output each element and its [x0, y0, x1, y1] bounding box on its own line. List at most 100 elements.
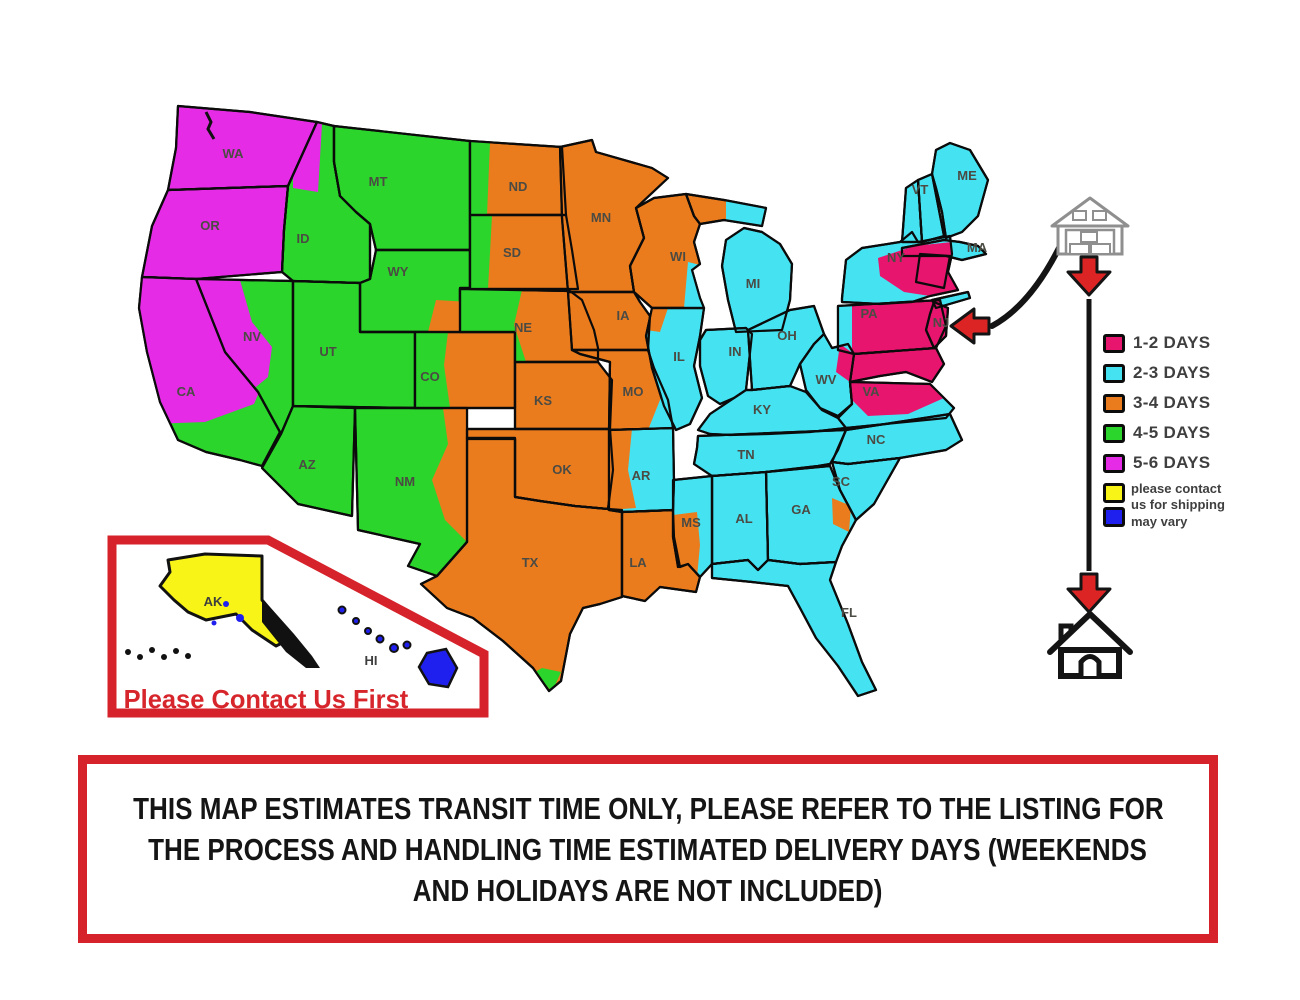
state-label-ne: NE — [514, 320, 532, 335]
state-label-ut: UT — [319, 344, 336, 359]
state-label-wi: WI — [670, 249, 686, 264]
state-border-mi — [720, 226, 794, 334]
state-border-il — [644, 306, 706, 432]
state-label-id: ID — [297, 231, 310, 246]
aleutian-island-dot — [149, 647, 155, 653]
zone-patch-pa_w — [838, 305, 852, 352]
puget-sound-detail — [204, 111, 216, 140]
state-label-or: OR — [200, 218, 220, 233]
alaska-panhandle — [262, 598, 320, 668]
hawaii-island-dot — [402, 640, 412, 650]
state-label-nv: NV — [243, 329, 261, 344]
state-label-ky: KY — [753, 402, 771, 417]
state-border-me — [930, 141, 990, 240]
down-arrow-icon — [1066, 572, 1112, 614]
disclaimer-line: THE PROCESS AND HANDLING TIME ESTIMATED … — [148, 831, 1148, 867]
state-label-nd: ND — [509, 179, 528, 194]
state-label-il: IL — [673, 349, 685, 364]
alaska-lake-dot — [236, 614, 244, 622]
state-label-in: IN — [729, 344, 742, 359]
state-label-ny: NY — [887, 250, 905, 265]
zone-patch-ga_c — [832, 498, 851, 532]
state-label-la: LA — [629, 555, 647, 570]
state-label-ma: MA — [967, 240, 988, 255]
state-ks — [513, 360, 614, 431]
state-label-wa: WA — [223, 146, 245, 161]
zone-patch-nv_w — [196, 279, 272, 392]
state-label-nm: NM — [395, 474, 415, 489]
route-curve-to-nj — [989, 243, 1063, 329]
aleutian-island-dot — [125, 649, 131, 655]
disclaimer-box: THIS MAP ESTIMATES TRANSIT TIME ONLY, PL… — [78, 755, 1218, 943]
state-label-vt: VT — [912, 182, 929, 197]
state-label-az: AZ — [298, 457, 315, 472]
hawaii-island-dot — [352, 617, 360, 625]
state-label-ia: IA — [617, 308, 631, 323]
hawaii-island-dot — [337, 605, 347, 615]
state-border-tx — [419, 436, 624, 693]
state-border-miup — [684, 192, 768, 228]
state-label-al: AL — [735, 511, 752, 526]
state-label-oh: OH — [777, 328, 797, 343]
state-label-tn: TN — [737, 447, 754, 462]
state-ia — [566, 290, 652, 352]
aleutian-island-dot — [161, 654, 167, 660]
zone-patch-va_n — [850, 382, 944, 416]
state-label-sd: SD — [503, 245, 521, 260]
state-border-ms — [671, 474, 714, 579]
state-label-sc: SC — [832, 474, 851, 489]
alaska-label: AK — [204, 594, 223, 609]
zone-patch-ca_n — [139, 277, 260, 424]
zone-patch-sd_w — [470, 215, 492, 289]
zone-patch-nm_e — [432, 408, 467, 542]
alaska-shape — [158, 552, 294, 648]
hawaii-island-dot — [389, 643, 399, 653]
alaska-lake-dot — [211, 620, 217, 626]
state-label-nc: NC — [867, 432, 886, 447]
state-label-ga: GA — [791, 502, 811, 517]
state-label-wy: WY — [388, 264, 409, 279]
state-label-va: VA — [862, 384, 880, 399]
state-label-tx: TX — [522, 555, 539, 570]
state-border-ar — [607, 426, 676, 514]
state-border-mdde — [848, 346, 946, 384]
state-label-mn: MN — [591, 210, 611, 225]
state-border-ma — [900, 238, 988, 262]
zone-patch-co_w — [415, 332, 450, 408]
state-label-ks: KS — [534, 393, 552, 408]
state-label-mo: MO — [623, 384, 644, 399]
inset-note: Please Contact Us First — [123, 684, 409, 714]
state-label-ok: OK — [552, 462, 572, 477]
state-border-fl — [710, 558, 878, 698]
state-border-sd — [468, 213, 580, 291]
route-annotation — [949, 196, 1133, 679]
state-border-va — [836, 380, 956, 430]
state-label-wv: WV — [816, 372, 837, 387]
state-border-ne — [458, 287, 600, 364]
state-label-pa: PA — [860, 306, 878, 321]
alaska-hawaii-inset: AK HI — [107, 535, 489, 718]
house-icon — [1047, 611, 1133, 679]
aleutian-island-dot — [185, 653, 191, 659]
disclaimer-line: THIS MAP ESTIMATES TRANSIT TIME ONLY, PL… — [132, 790, 1164, 826]
state-label-mi: MI — [746, 276, 760, 291]
zone-patch-nd_w — [470, 141, 490, 215]
aleutian-island-dot — [173, 648, 179, 654]
state-label-ca: CA — [177, 384, 196, 399]
hawaii-island-dot — [375, 634, 385, 644]
hawaii-island-dot — [364, 627, 372, 635]
state-label-me: ME — [957, 168, 977, 183]
state-label-fl: FL — [841, 605, 857, 620]
aleutian-island-dot — [137, 654, 143, 660]
disclaimer-line: AND HOLIDAYS ARE NOT INCLUDED) — [413, 872, 883, 908]
zone-patch-ar_w — [609, 429, 636, 510]
state-label-mt: MT — [369, 174, 388, 189]
state-border-li — [930, 290, 972, 310]
state-label-nj: NJ — [933, 315, 950, 330]
alaska-lake-dot — [223, 601, 229, 607]
hawaii-big-island — [417, 647, 459, 689]
state-label-ms: MS — [681, 515, 701, 530]
warehouse-icon — [1050, 196, 1130, 256]
